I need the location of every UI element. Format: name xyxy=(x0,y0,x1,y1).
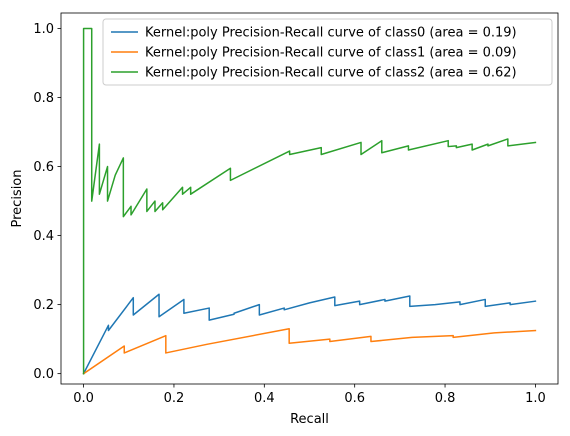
x-tick-label: 0.6 xyxy=(344,391,365,406)
y-tick-label: 0.4 xyxy=(33,229,54,244)
x-tick-label: 0.0 xyxy=(73,391,94,406)
x-tick-label: 0.2 xyxy=(164,391,185,406)
y-tick-label: 1.0 xyxy=(33,22,54,37)
series-line-class1 xyxy=(82,328,537,375)
x-axis-label: Recall xyxy=(290,412,329,427)
legend-box xyxy=(102,18,553,86)
legend: Kernel:poly Precision-Recall curve of cl… xyxy=(102,18,553,86)
legend-label-class2: Kernel:poly Precision-Recall curve of cl… xyxy=(145,66,517,81)
legend-label-class1: Kernel:poly Precision-Recall curve of cl… xyxy=(145,46,517,61)
y-tick-label: 0.2 xyxy=(33,298,54,313)
series-layer xyxy=(82,27,537,375)
x-tick-label: 1.0 xyxy=(525,391,546,406)
legend-label-class0: Kernel:poly Precision-Recall curve of cl… xyxy=(145,26,517,41)
x-tick-label: 0.8 xyxy=(435,391,456,406)
y-axis-label: Precision xyxy=(10,169,25,227)
series-line-class2 xyxy=(82,27,537,375)
axes-frame xyxy=(60,12,559,385)
y-tick-label: 0.0 xyxy=(33,367,54,382)
series-line-class0 xyxy=(82,293,537,375)
y-tick-label: 0.6 xyxy=(33,160,54,175)
axes-layer: 0.0 0.2 0.4 0.6 0.8 1.0 0.0 0.2 0.4 0.6 0.8 1.0 xyxy=(33,12,559,406)
y-tick-label: 0.8 xyxy=(33,91,54,106)
x-tick-label: 0.4 xyxy=(254,391,275,406)
